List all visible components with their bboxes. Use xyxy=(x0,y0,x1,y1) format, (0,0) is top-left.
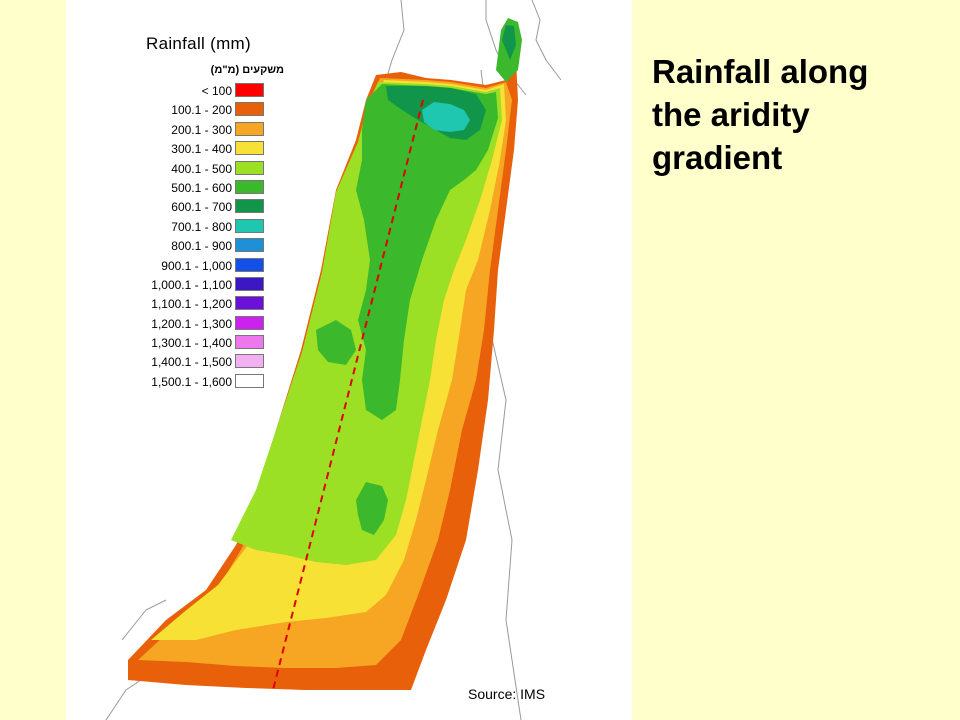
legend-swatch xyxy=(235,238,264,253)
legend-item: 1,200.1 - 1,300 xyxy=(86,315,286,334)
legend-item: 600.1 - 700 xyxy=(86,198,286,217)
legend-swatch xyxy=(235,218,264,233)
legend-item-label: 400.1 - 500 xyxy=(171,161,232,176)
legend-item: < 100 xyxy=(86,82,286,101)
slide-title-line: Rainfall along xyxy=(652,53,869,90)
legend-item: 1,300.1 - 1,400 xyxy=(86,334,286,353)
legend-swatch xyxy=(235,179,264,194)
legend-item-label: 500.1 - 600 xyxy=(171,180,232,195)
legend-item-label: 1,500.1 - 1,600 xyxy=(151,374,232,389)
legend-item: 1,100.1 - 1,200 xyxy=(86,295,286,314)
legend-header: משקעים (מ"מ) xyxy=(210,64,284,76)
region-500-600-patch xyxy=(356,482,388,535)
legend-swatch xyxy=(235,141,264,156)
slide-title: Rainfall along the aridity gradient xyxy=(652,50,942,179)
region-700-800 xyxy=(422,102,470,132)
legend-swatch xyxy=(235,199,264,214)
legend-swatch xyxy=(235,257,264,272)
aridity-transect-line xyxy=(272,99,424,691)
rainfall-legend: < 100 100.1 - 200 200.1 - 300 300.1 - 400 40… xyxy=(86,82,286,392)
legend-item-label: 1,400.1 - 1,500 xyxy=(151,355,232,370)
legend-item-label: 700.1 - 800 xyxy=(171,219,232,234)
legend-item: 1,400.1 - 1,500 xyxy=(86,353,286,372)
legend-item: 1,500.1 - 1,600 xyxy=(86,373,286,392)
legend-swatch xyxy=(235,315,264,330)
legend-swatch xyxy=(235,373,264,388)
source-credit: Source: IMS xyxy=(468,686,546,702)
legend-item: 500.1 - 600 xyxy=(86,179,286,198)
region-500-600 xyxy=(356,84,498,420)
legend-item-label: 1,300.1 - 1,400 xyxy=(151,336,232,351)
legend-swatch xyxy=(235,83,264,97)
legend-item: 900.1 - 1,000 xyxy=(86,257,286,276)
rainfall-map-panel: Rainfall (mm) משקעים (מ"מ) < 100 100.1 - … xyxy=(66,0,632,720)
legend-swatch xyxy=(235,296,264,311)
legend-item-label: 300.1 - 400 xyxy=(171,142,232,157)
legend-item-label: 600.1 - 700 xyxy=(171,200,232,215)
legend-item-label: 1,200.1 - 1,300 xyxy=(151,316,232,331)
legend-item-label: 200.1 - 300 xyxy=(171,122,232,137)
legend-item: 200.1 - 300 xyxy=(86,121,286,140)
legend-item-label: 100.1 - 200 xyxy=(171,103,232,118)
legend-item-label: < 100 xyxy=(201,84,232,98)
rainfall-map xyxy=(105,0,562,720)
legend-item: 100.1 - 200 xyxy=(86,101,286,120)
legend-swatch xyxy=(235,160,264,175)
legend-item-label: 800.1 - 900 xyxy=(171,239,232,254)
legend-item: 300.1 - 400 xyxy=(86,140,286,159)
region-500-600-patch xyxy=(316,320,356,365)
slide-title-line: gradient xyxy=(652,139,783,176)
legend-item-label: 1,100.1 - 1,200 xyxy=(151,297,232,312)
legend-swatch xyxy=(235,102,264,117)
legend-swatch xyxy=(235,354,264,369)
map-title: Rainfall (mm) xyxy=(146,34,251,53)
legend-item-label: 900.1 - 1,000 xyxy=(161,258,232,273)
legend-item: 1,000.1 - 1,100 xyxy=(86,276,286,295)
legend-swatch xyxy=(235,335,264,350)
left-margin xyxy=(0,0,66,720)
region-north-tip-inner xyxy=(502,25,516,60)
legend-swatch xyxy=(235,276,264,291)
legend-swatch xyxy=(235,121,264,136)
legend-item-label: 1,000.1 - 1,100 xyxy=(151,277,232,292)
legend-item: 400.1 - 500 xyxy=(86,160,286,179)
legend-item: 700.1 - 800 xyxy=(86,218,286,237)
legend-item: 800.1 - 900 xyxy=(86,237,286,256)
slide-title-line: the aridity xyxy=(652,96,810,133)
